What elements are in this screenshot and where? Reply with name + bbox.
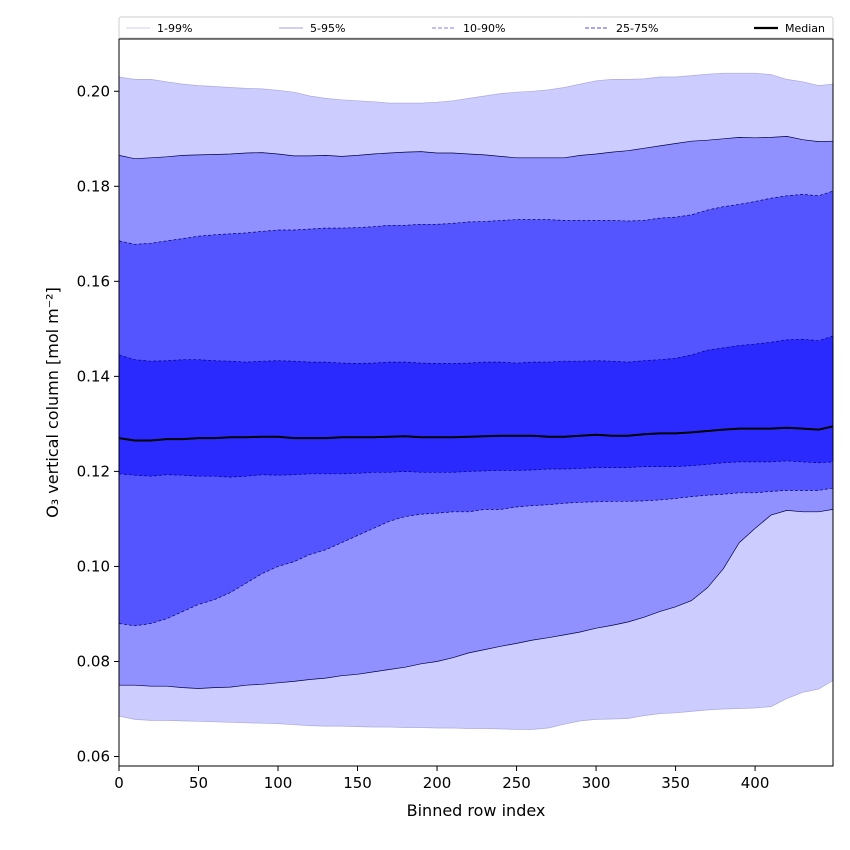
band-5-95%-upper-line xyxy=(119,136,833,160)
percentile-bands xyxy=(119,72,833,730)
legend-label: 5-95% xyxy=(310,22,345,35)
band-1-99%-upper-line xyxy=(119,72,833,104)
y-tick-label: 0.08 xyxy=(77,652,110,670)
band-5-95%-lower-line xyxy=(119,509,833,689)
legend-label: 25-75% xyxy=(616,22,658,35)
x-tick-label: 400 xyxy=(741,774,770,792)
x-tick-label: 100 xyxy=(264,774,293,792)
median-layer xyxy=(119,425,833,442)
median-line xyxy=(119,425,833,442)
plot-frame xyxy=(118,38,834,767)
y-axis-label: O₃ vertical column [mol m⁻²] xyxy=(43,287,62,518)
band-25-75%-lower-line xyxy=(119,460,833,478)
y-tick-label: 0.20 xyxy=(77,82,110,100)
band-25-75%-fill xyxy=(119,336,833,478)
x-tick-label: 50 xyxy=(189,774,208,792)
legend-label: 1-99% xyxy=(157,22,192,35)
x-tick-label: 250 xyxy=(502,774,531,792)
x-tick-label: 0 xyxy=(114,774,124,792)
x-tick-label: 200 xyxy=(423,774,452,792)
x-tick-label: 350 xyxy=(661,774,690,792)
y-tick-label: 0.12 xyxy=(77,462,110,480)
band-10-90%-upper-line xyxy=(119,190,833,245)
y-axis-ticks: 0.06 0.08 0.10 0.12 0.14 0.16 0.18 0.20 xyxy=(77,82,119,765)
x-tick-label: 300 xyxy=(582,774,611,792)
x-axis-ticks: 0 50 100 150 200 250 300 350 400 xyxy=(114,766,769,792)
y-tick-label: 0.16 xyxy=(77,272,110,290)
band-25-75%-upper-line xyxy=(119,335,833,364)
y-tick-label: 0.18 xyxy=(77,177,110,195)
y-tick-label: 0.14 xyxy=(77,367,110,385)
x-tick-label: 150 xyxy=(343,774,372,792)
legend: 1-99% 5-95% 10-90% 25-75% Median xyxy=(118,16,834,39)
x-axis-label: Binned row index xyxy=(407,801,546,820)
y-tick-label: 0.06 xyxy=(77,747,110,765)
band-10-90%-lower-line xyxy=(119,487,833,627)
legend-box xyxy=(118,16,834,39)
band-1-99%-lower-line xyxy=(119,680,833,730)
legend-label: Median xyxy=(785,22,825,35)
y-tick-label: 0.10 xyxy=(77,557,110,575)
legend-label: 10-90% xyxy=(463,22,505,35)
